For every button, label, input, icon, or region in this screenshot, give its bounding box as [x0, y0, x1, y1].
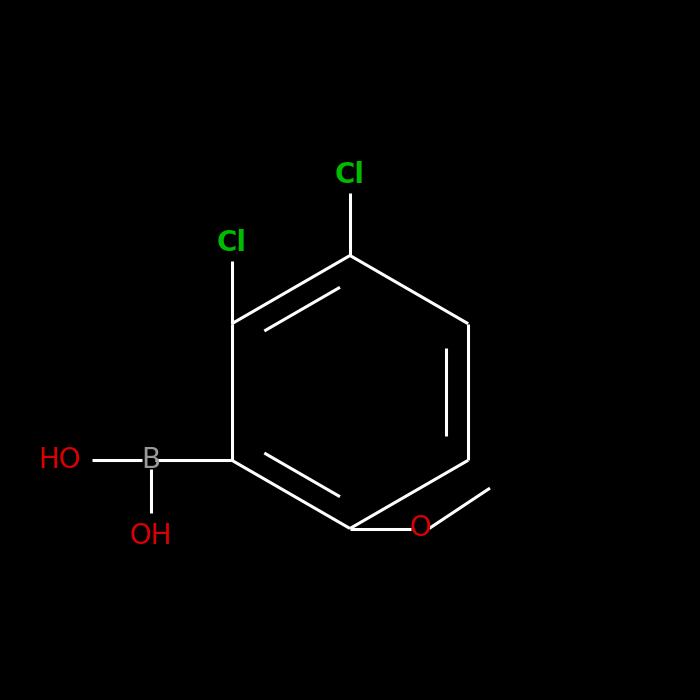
Text: HO: HO	[38, 447, 81, 475]
Text: B: B	[141, 447, 161, 475]
Text: O: O	[409, 514, 431, 542]
Text: OH: OH	[130, 522, 173, 550]
Text: Cl: Cl	[335, 161, 365, 189]
Text: Cl: Cl	[217, 229, 247, 257]
